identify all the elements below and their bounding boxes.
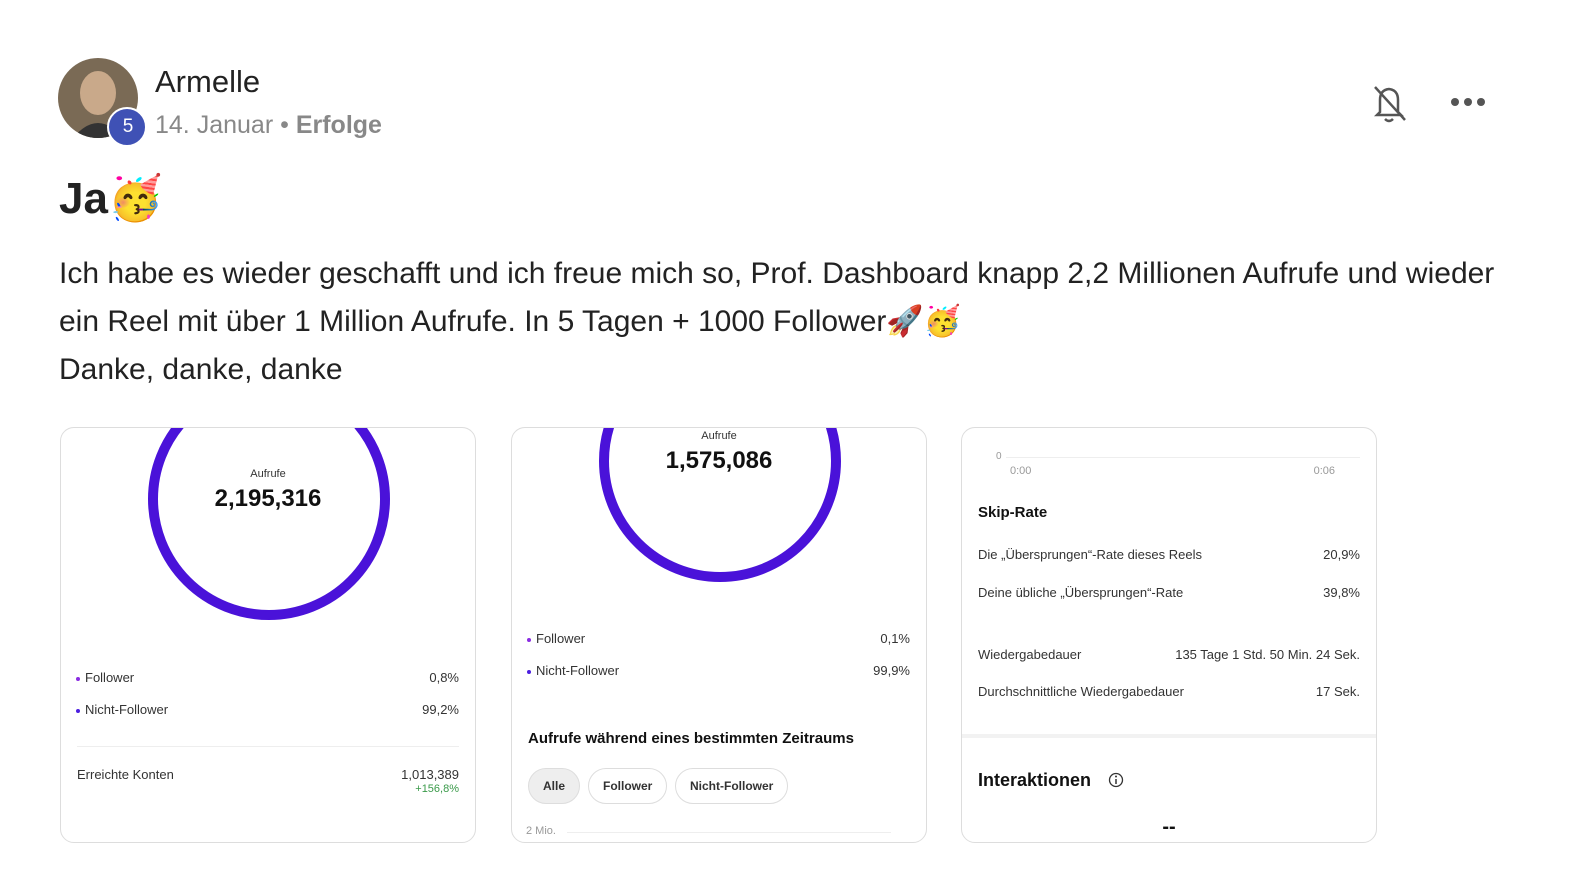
info-icon <box>1108 772 1124 788</box>
donut-value: 1,575,086 <box>665 447 773 474</box>
image-card[interactable]: Aufrufe 2,195,316 Follower 0,8% Nicht-Fo… <box>60 427 476 843</box>
legend-value: 99,2% <box>422 702 459 717</box>
axis-label: 0:06 <box>1313 465 1335 477</box>
reach-label: Erreichte Konten <box>77 767 174 782</box>
row-label: Durchschnittliche Wiedergabedauer <box>978 684 1184 699</box>
row-value: 135 Tage 1 Std. 50 Min. 24 Sek. <box>1175 647 1360 662</box>
grid-line <box>1006 457 1360 458</box>
row-value: 20,9% <box>1323 547 1360 562</box>
row-label: Wiedergabedauer <box>978 647 1082 662</box>
reach-value: 1,013,389 <box>401 767 459 782</box>
filter-button: Alle <box>528 768 581 804</box>
interactions-value: -- <box>1162 816 1176 838</box>
filter-button: Follower <box>588 768 668 804</box>
legend-label: Follower <box>527 631 585 646</box>
axis-label: 0:00 <box>1010 465 1032 477</box>
donut <box>148 428 390 620</box>
separator: • <box>280 111 289 139</box>
section-title: Interaktionen <box>978 770 1092 790</box>
legend-label: Nicht-Follower <box>76 702 168 717</box>
legend-value: 99,9% <box>873 663 910 678</box>
donut <box>599 428 841 582</box>
image-card[interactable]: 0 0:00 0:06 Skip-Rate Die „Übersprungen“… <box>961 427 1377 843</box>
divider <box>77 746 459 747</box>
category[interactable]: Erfolge <box>295 111 382 139</box>
post-body: Ich habe es wieder geschafft und ich fre… <box>59 250 1499 394</box>
row-value: 39,8% <box>1323 585 1360 600</box>
paragraph: Danke, danke, danke <box>59 353 343 386</box>
axis-label: 2 Mio. <box>526 825 556 837</box>
date: 14. Januar <box>155 111 274 139</box>
avatar[interactable] <box>58 58 150 150</box>
row-label: Deine übliche „Übersprungen“-Rate <box>978 585 1184 600</box>
author[interactable]: Armelle <box>155 64 261 99</box>
paragraph: Ich habe es wieder geschafft und ich fre… <box>59 257 1495 338</box>
section-title: Aufrufe während eines bestimmten Zeitrau… <box>528 730 854 747</box>
level-badge: 5 <box>122 116 134 137</box>
more-menu[interactable] <box>1450 94 1488 110</box>
legend-label: Follower <box>76 670 134 685</box>
legend-value: 0,1% <box>880 631 910 646</box>
image-card[interactable]: Aufrufe 1,575,086 Follower 0,1% Nicht-Fo… <box>511 427 927 843</box>
donut-label: Aufrufe <box>701 430 737 442</box>
legend-label: Nicht-Follower <box>527 663 619 678</box>
section-title: Skip-Rate <box>978 504 1048 521</box>
notification-toggle[interactable] <box>1370 82 1410 124</box>
axis-label: 0 <box>996 451 1002 462</box>
row-value: 17 Sek. <box>1315 684 1360 699</box>
grid-line <box>567 832 891 833</box>
divider <box>962 734 1376 738</box>
donut-label: Aufrufe <box>250 468 286 480</box>
reach-change: +156,8% <box>415 783 459 795</box>
post-title: Ja🥳 <box>59 174 163 223</box>
donut-value: 2,195,316 <box>214 485 322 512</box>
filter-button: Nicht-Follower <box>675 768 789 804</box>
legend-value: 0,8% <box>429 670 459 685</box>
row-label: Die „Übersprungen“-Rate dieses Reels <box>978 547 1202 562</box>
